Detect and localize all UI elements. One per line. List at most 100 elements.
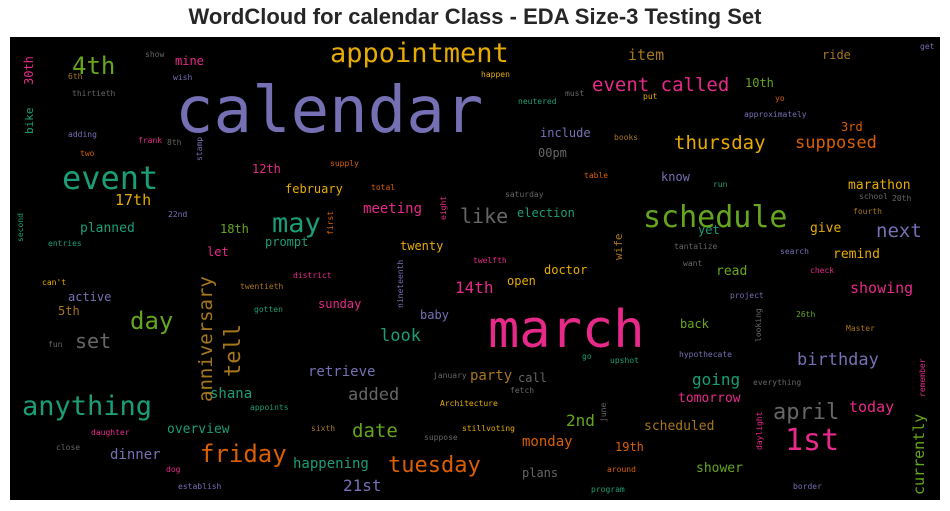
word-10th: 10th	[745, 76, 774, 90]
word-happen: happen	[481, 70, 510, 79]
word-books: books	[614, 133, 638, 142]
word-overview: overview	[167, 422, 230, 437]
word-suppose: suppose	[424, 433, 458, 442]
word-fun: fun	[48, 340, 63, 349]
word-20th: 20th	[892, 194, 911, 203]
word-3rd: 3rd	[841, 120, 863, 134]
word-dog: dog	[166, 465, 181, 474]
word-february: february	[285, 182, 343, 196]
word-friday: friday	[200, 440, 287, 468]
word-26th: 26th	[796, 310, 815, 319]
word-stillvoting: stillvoting	[462, 424, 515, 433]
word-yo: yo	[775, 94, 785, 103]
word-looking: looking	[754, 308, 763, 342]
word-calendar: calendar	[175, 74, 483, 148]
word-school: school	[859, 192, 888, 201]
word-8th: 8th	[167, 138, 182, 147]
word-tell: tell	[221, 324, 246, 377]
word-5th: 5th	[58, 304, 80, 318]
word-18th: 18th	[220, 222, 249, 236]
word-close: close	[56, 443, 80, 452]
word-search: search	[780, 247, 809, 256]
word-appointment: appointment	[330, 38, 509, 69]
word-saturday: saturday	[505, 190, 544, 199]
word-may: may	[272, 208, 321, 239]
word-doctor: doctor	[544, 263, 587, 277]
word-check: check	[810, 266, 834, 275]
word-meeting: meeting	[363, 201, 422, 217]
word-shana: shana	[210, 386, 252, 402]
word-item: item	[628, 46, 664, 64]
word-second: second	[16, 213, 25, 242]
word-neutered: neutered	[518, 97, 557, 106]
word-stamp: stamp	[195, 137, 204, 161]
chart-title: WordCloud for calendar Class - EDA Size-…	[188, 4, 762, 29]
word-show: show	[145, 50, 164, 59]
word-twenty: twenty	[400, 239, 443, 253]
word-run: run	[713, 180, 728, 189]
word-remember: remember	[918, 358, 927, 397]
word-around: around	[607, 465, 636, 474]
word-march: march	[488, 300, 645, 360]
word-14th: 14th	[455, 278, 494, 297]
word-1st: 1st	[785, 423, 839, 458]
word-daylight: daylight	[755, 411, 764, 450]
word-17th: 17th	[115, 191, 151, 209]
word-going: going	[692, 370, 740, 389]
word-want: want	[683, 259, 702, 268]
word-gotten: gotten	[254, 305, 283, 314]
word-event: event	[62, 159, 158, 197]
word-first: first	[326, 211, 335, 235]
word-must: must	[565, 89, 584, 98]
word-establish: establish	[178, 482, 222, 491]
word-thirtieth: thirtieth	[72, 89, 116, 98]
word-entries: entries	[48, 239, 82, 248]
word-look: look	[380, 326, 421, 346]
word-today: today	[849, 398, 894, 416]
word-sixth: sixth	[311, 424, 335, 433]
word-put: put	[643, 92, 658, 101]
word-tuesday: tuesday	[388, 453, 481, 478]
word-total: total	[371, 183, 395, 192]
word-6th: 6th	[68, 72, 83, 81]
word-like: like	[460, 204, 508, 228]
word-yet: yet	[698, 223, 720, 237]
word-2nd: 2nd	[566, 411, 595, 430]
word-april: april	[773, 400, 839, 425]
word-can-t: can't	[42, 278, 66, 287]
word-00pm: 00pm	[538, 146, 567, 160]
word-district: district	[293, 271, 332, 280]
word-eight: eight	[439, 196, 448, 220]
word-marathon: marathon	[848, 178, 911, 193]
word-4th: 4th	[72, 52, 115, 80]
word-frank: frank	[138, 136, 162, 145]
word-approximately: approximately	[744, 110, 807, 119]
word-dinner: dinner	[110, 447, 161, 463]
word-monday: monday	[522, 434, 573, 450]
word-next: next	[876, 220, 922, 242]
word-know: know	[661, 170, 691, 184]
word-anything: anything	[22, 391, 152, 422]
word-plans: plans	[522, 466, 558, 480]
word-added: added	[348, 385, 399, 405]
word-retrieve: retrieve	[308, 364, 375, 380]
word-upshot: upshot	[610, 356, 639, 365]
word-schedule: schedule	[643, 200, 788, 235]
word-supposed: supposed	[795, 133, 877, 153]
word-table: table	[584, 171, 608, 180]
word-nineteenth: nineteenth	[396, 260, 405, 308]
word-remind: remind	[833, 247, 880, 262]
word-project: project	[730, 291, 764, 300]
word-planned: planned	[80, 221, 135, 236]
wordcloud-svg: calendar march schedule appointment event any…	[16, 38, 935, 495]
word-hypothecate: hypothecate	[679, 350, 732, 359]
word-back: back	[680, 317, 710, 331]
word-anniversary: anniversary	[195, 276, 217, 402]
word-sunday: sunday	[318, 297, 361, 311]
word-june: june	[599, 403, 608, 422]
word-baby: baby	[420, 308, 449, 322]
word-19th: 19th	[615, 440, 644, 454]
word-architecture: Architecture	[440, 399, 498, 408]
word-showing: showing	[850, 279, 913, 297]
word-bike: bike	[23, 108, 36, 135]
